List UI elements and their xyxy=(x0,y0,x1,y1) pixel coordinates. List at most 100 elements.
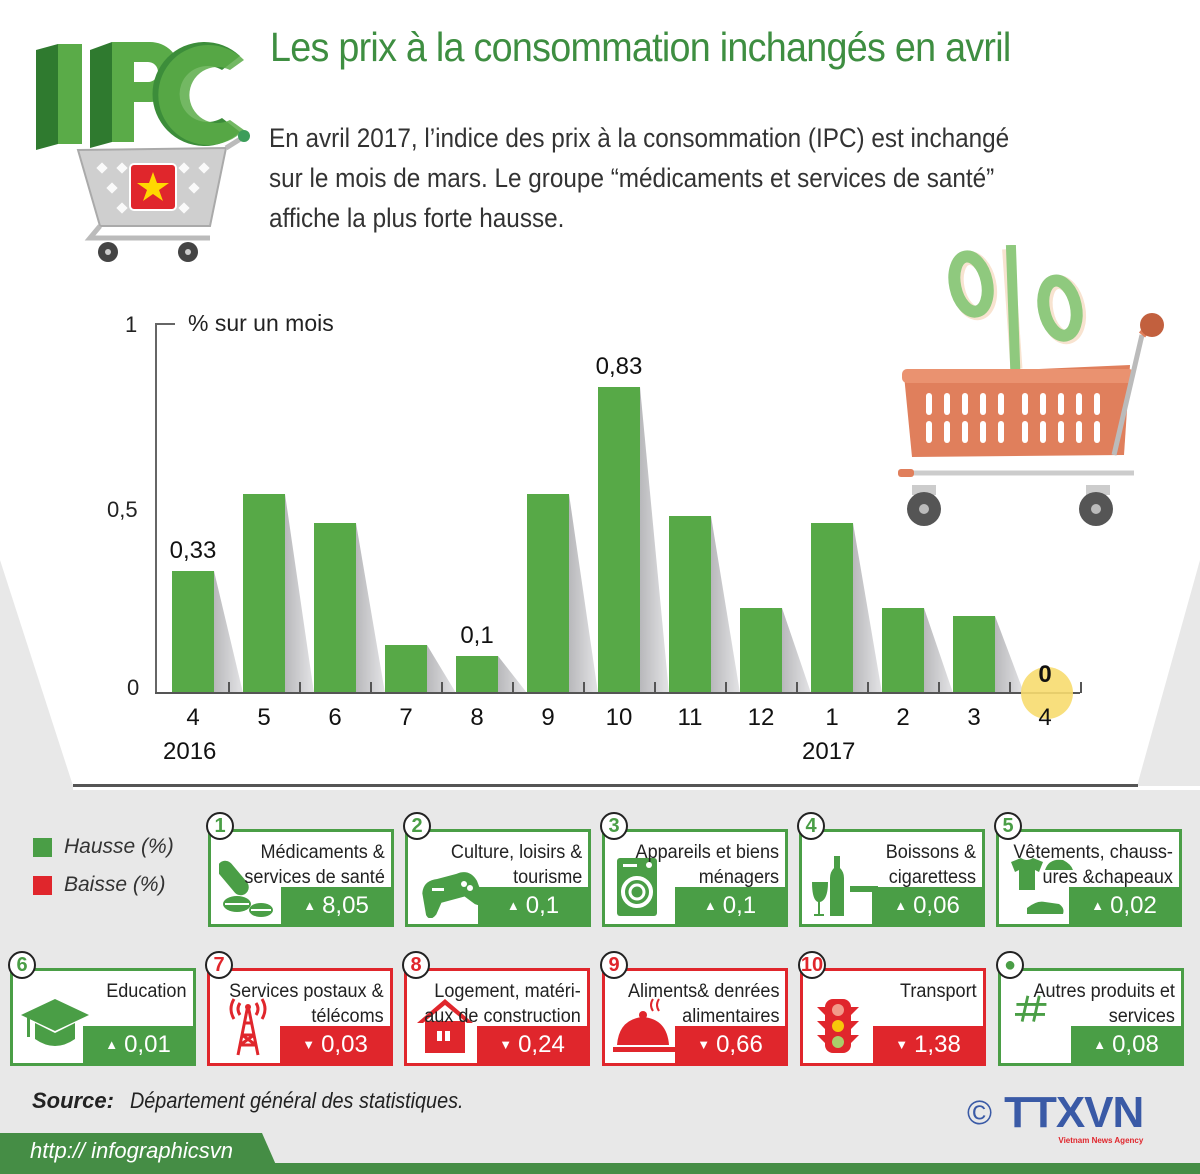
y-tick-label: 0 xyxy=(127,675,140,700)
arrow-up-icon: ▲ xyxy=(506,898,520,913)
x-tick-label: 12 xyxy=(747,704,775,731)
category-card: Logement, matéri-aux de construction ▼ 0,2… xyxy=(402,951,590,1066)
category-card: Transport ▼ 1,38 10 xyxy=(798,951,986,1066)
legend-label: Hausse (%) xyxy=(64,835,174,858)
category-card: Education ▲ 0,01 6 xyxy=(8,951,196,1066)
arrow-up-icon: ▲ xyxy=(1093,1037,1107,1052)
x-tick-label: 10 xyxy=(605,704,633,731)
category-card: Vêtements, chauss-ures &chapeaux ▲ 0,02 5 xyxy=(994,812,1182,927)
bottle-cigarette-icon xyxy=(810,856,880,918)
category-card: Aliments& denrées alimentaires ▼ 0,66 9 xyxy=(600,951,788,1066)
bar xyxy=(385,645,427,693)
bar-shadows xyxy=(214,387,1024,693)
data-label: 0,33 xyxy=(169,537,217,565)
source-label: Source: xyxy=(32,1088,114,1113)
arrow-down-icon: ▼ xyxy=(499,1037,513,1052)
arrow-down-icon: ▼ xyxy=(895,1037,909,1052)
year-label-2016: 2016 xyxy=(163,738,217,765)
category-label: Logement, matéri-aux de construction xyxy=(424,981,581,1027)
copyright-icon: © xyxy=(967,1093,993,1132)
intro-text: En avril 2017, l’indice des prix à la co… xyxy=(269,118,1133,238)
arrow-up-icon: ▲ xyxy=(894,898,908,913)
category-label: Autres produits et services xyxy=(1033,981,1175,1027)
x-tick xyxy=(299,682,301,693)
arrow-up-icon: ▲ xyxy=(1091,898,1105,913)
category-card: Services postaux & télécoms ▼ 0,03 7 xyxy=(205,951,393,1066)
data-label: 0 xyxy=(1038,661,1052,688)
category-label: Aliments& denrées alimentaires xyxy=(627,981,779,1027)
arrow-down-icon: ▼ xyxy=(302,1037,316,1052)
intro-line: sur le mois de mars. Le groupe “médicame… xyxy=(269,163,995,193)
category-label: Boissons & cigarettess xyxy=(885,842,976,888)
x-tick-label: 8 xyxy=(470,704,484,731)
shopping-cart-percent-icon xyxy=(898,245,1164,526)
x-tick-label: 4 xyxy=(186,704,200,731)
category-label: Appareils et biens ménagers xyxy=(635,842,779,888)
house-icon xyxy=(415,995,485,1057)
source-note: Source: Département général des statisti… xyxy=(32,1088,501,1114)
current-month-highlight xyxy=(1021,667,1073,719)
x-tick xyxy=(1080,682,1082,693)
category-label: Transport xyxy=(900,981,977,1002)
x-tick xyxy=(512,682,514,693)
bar xyxy=(953,616,995,693)
x-tick xyxy=(228,682,230,693)
arrow-down-icon: ▼ xyxy=(697,1037,711,1052)
arrow-up-icon: ▲ xyxy=(303,898,317,913)
bar xyxy=(669,516,711,693)
category-card: Culture, loisirs & tourisme ▲ 0,1 2 xyxy=(403,812,591,927)
legend-item-hausse: Hausse (%) xyxy=(33,828,174,866)
category-card: Appareils et biens ménagers ▲ 0,1 3 xyxy=(600,812,788,927)
category-value: ▲ 0,1 xyxy=(478,887,588,924)
y-tick-label: 0,5 xyxy=(107,497,138,522)
agency-subtitle: Vietnam News Agency xyxy=(1058,1136,1144,1145)
x-tick xyxy=(867,682,869,693)
x-tick xyxy=(583,682,585,693)
rank-badge: 2 xyxy=(403,812,431,840)
category-value: ▲ 8,05 xyxy=(281,887,391,924)
rank-badge: 10 xyxy=(798,951,826,979)
intro-line: En avril 2017, l’indice des prix à la co… xyxy=(269,123,1010,153)
data-label: 0,83 xyxy=(595,352,643,380)
bar xyxy=(456,656,498,693)
x-tick xyxy=(654,682,656,693)
source-text: Département général des statistiques. xyxy=(130,1088,464,1113)
category-value: ▲ 0,01 xyxy=(83,1026,193,1063)
x-tick-label: 9 xyxy=(541,704,555,731)
footer-url-link[interactable]: http:// infographicsvn xyxy=(30,1138,234,1163)
x-tick-label: 6 xyxy=(328,704,342,731)
legend-item-baisse: Baisse (%) xyxy=(33,866,174,904)
category-value: ▼ 1,38 xyxy=(873,1026,983,1063)
footer-bar xyxy=(0,1163,1200,1174)
antenna-tower-icon xyxy=(218,995,288,1057)
data-label: 0,1 xyxy=(460,622,494,650)
category-value: ▲ 0,1 xyxy=(675,887,785,924)
rank-badge: 4 xyxy=(797,812,825,840)
legend: Hausse (%) Baisse (%) xyxy=(33,828,174,904)
legend-label: Baisse (%) xyxy=(64,873,166,896)
x-tick xyxy=(725,682,727,693)
category-value: ▼ 0,03 xyxy=(280,1026,390,1063)
y-axis xyxy=(155,323,157,694)
category-label: Services postaux & télécoms xyxy=(229,981,384,1027)
y-axis-top-tick xyxy=(155,323,175,325)
category-value: ▼ 0,66 xyxy=(675,1026,785,1063)
x-tick xyxy=(938,682,940,693)
bar xyxy=(243,494,285,693)
bar xyxy=(882,608,924,693)
x-tick-label: 7 xyxy=(399,704,413,731)
y-axis-title: % sur un mois xyxy=(188,310,334,336)
ipc-cart-logo-icon xyxy=(36,42,250,262)
y-tick-label: 1 xyxy=(125,312,138,337)
x-tick-label: 5 xyxy=(257,704,271,731)
bar xyxy=(314,523,356,693)
chart-frame-shape xyxy=(0,560,1200,790)
x-tick-label: 3 xyxy=(967,704,981,731)
x-tick xyxy=(1009,682,1011,693)
category-card: Médicaments & services de santé ▲ 8,05 1 xyxy=(206,812,394,927)
x-tick xyxy=(441,682,443,693)
traffic-light-icon xyxy=(811,995,881,1057)
category-label: Culture, loisirs & tourisme xyxy=(450,842,582,888)
rank-badge: 8 xyxy=(402,951,430,979)
rank-badge: 7 xyxy=(205,951,233,979)
